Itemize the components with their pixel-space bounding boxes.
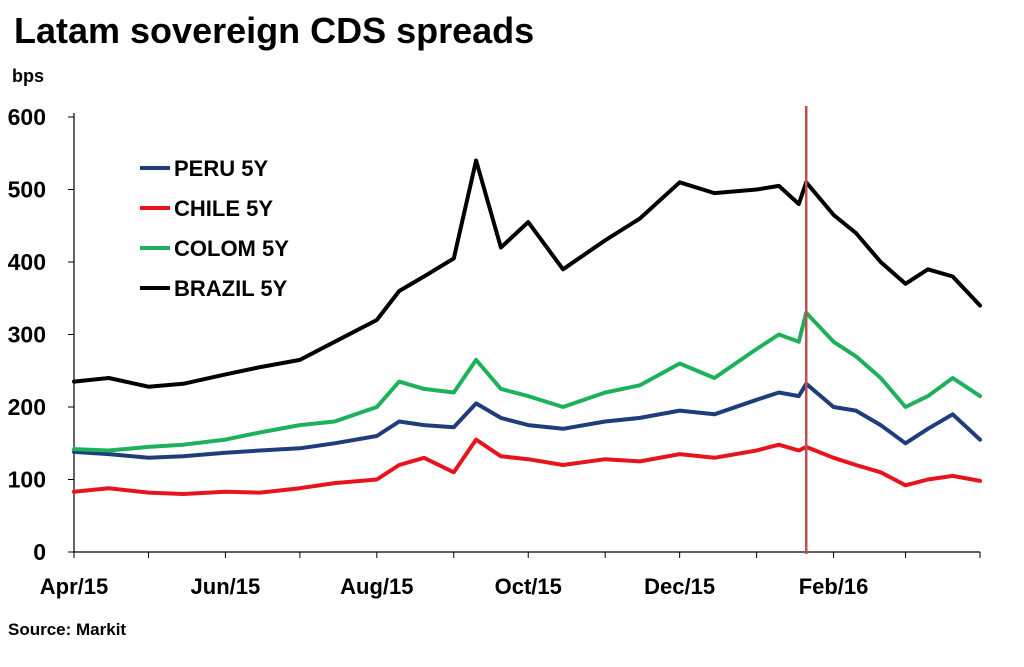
x-tick-label: Dec/15 <box>644 574 715 599</box>
legend-label: CHILE 5Y <box>174 196 273 221</box>
series-line-colom-5y <box>72 310 982 453</box>
x-tick-label: Apr/15 <box>40 574 108 599</box>
y-tick-label: 600 <box>8 104 46 130</box>
x-tick-label: Feb/16 <box>799 574 869 599</box>
series-line-chile-5y <box>72 437 982 496</box>
x-tick-label: Aug/15 <box>340 574 413 599</box>
source-note: Source: Markit <box>8 620 127 639</box>
x-tick-label: Oct/15 <box>495 574 562 599</box>
y-tick-label: 400 <box>8 249 46 275</box>
x-tick-label: Jun/15 <box>191 574 261 599</box>
chart-title: Latam sovereign CDS spreads <box>14 10 535 51</box>
y-tick-label: 100 <box>8 467 46 493</box>
legend-label: BRAZIL 5Y <box>174 276 288 301</box>
legend-label: PERU 5Y <box>174 156 268 181</box>
y-tick-label: 200 <box>8 394 46 420</box>
y-tick-label: 300 <box>8 322 46 348</box>
y-tick-label: 0 <box>33 539 46 565</box>
series-line-peru-5y <box>72 381 982 460</box>
legend-label: COLOM 5Y <box>174 236 289 261</box>
y-axis-label: bps <box>12 66 44 86</box>
series-line-brazil-5y <box>72 158 982 389</box>
y-tick-label: 500 <box>8 177 46 203</box>
